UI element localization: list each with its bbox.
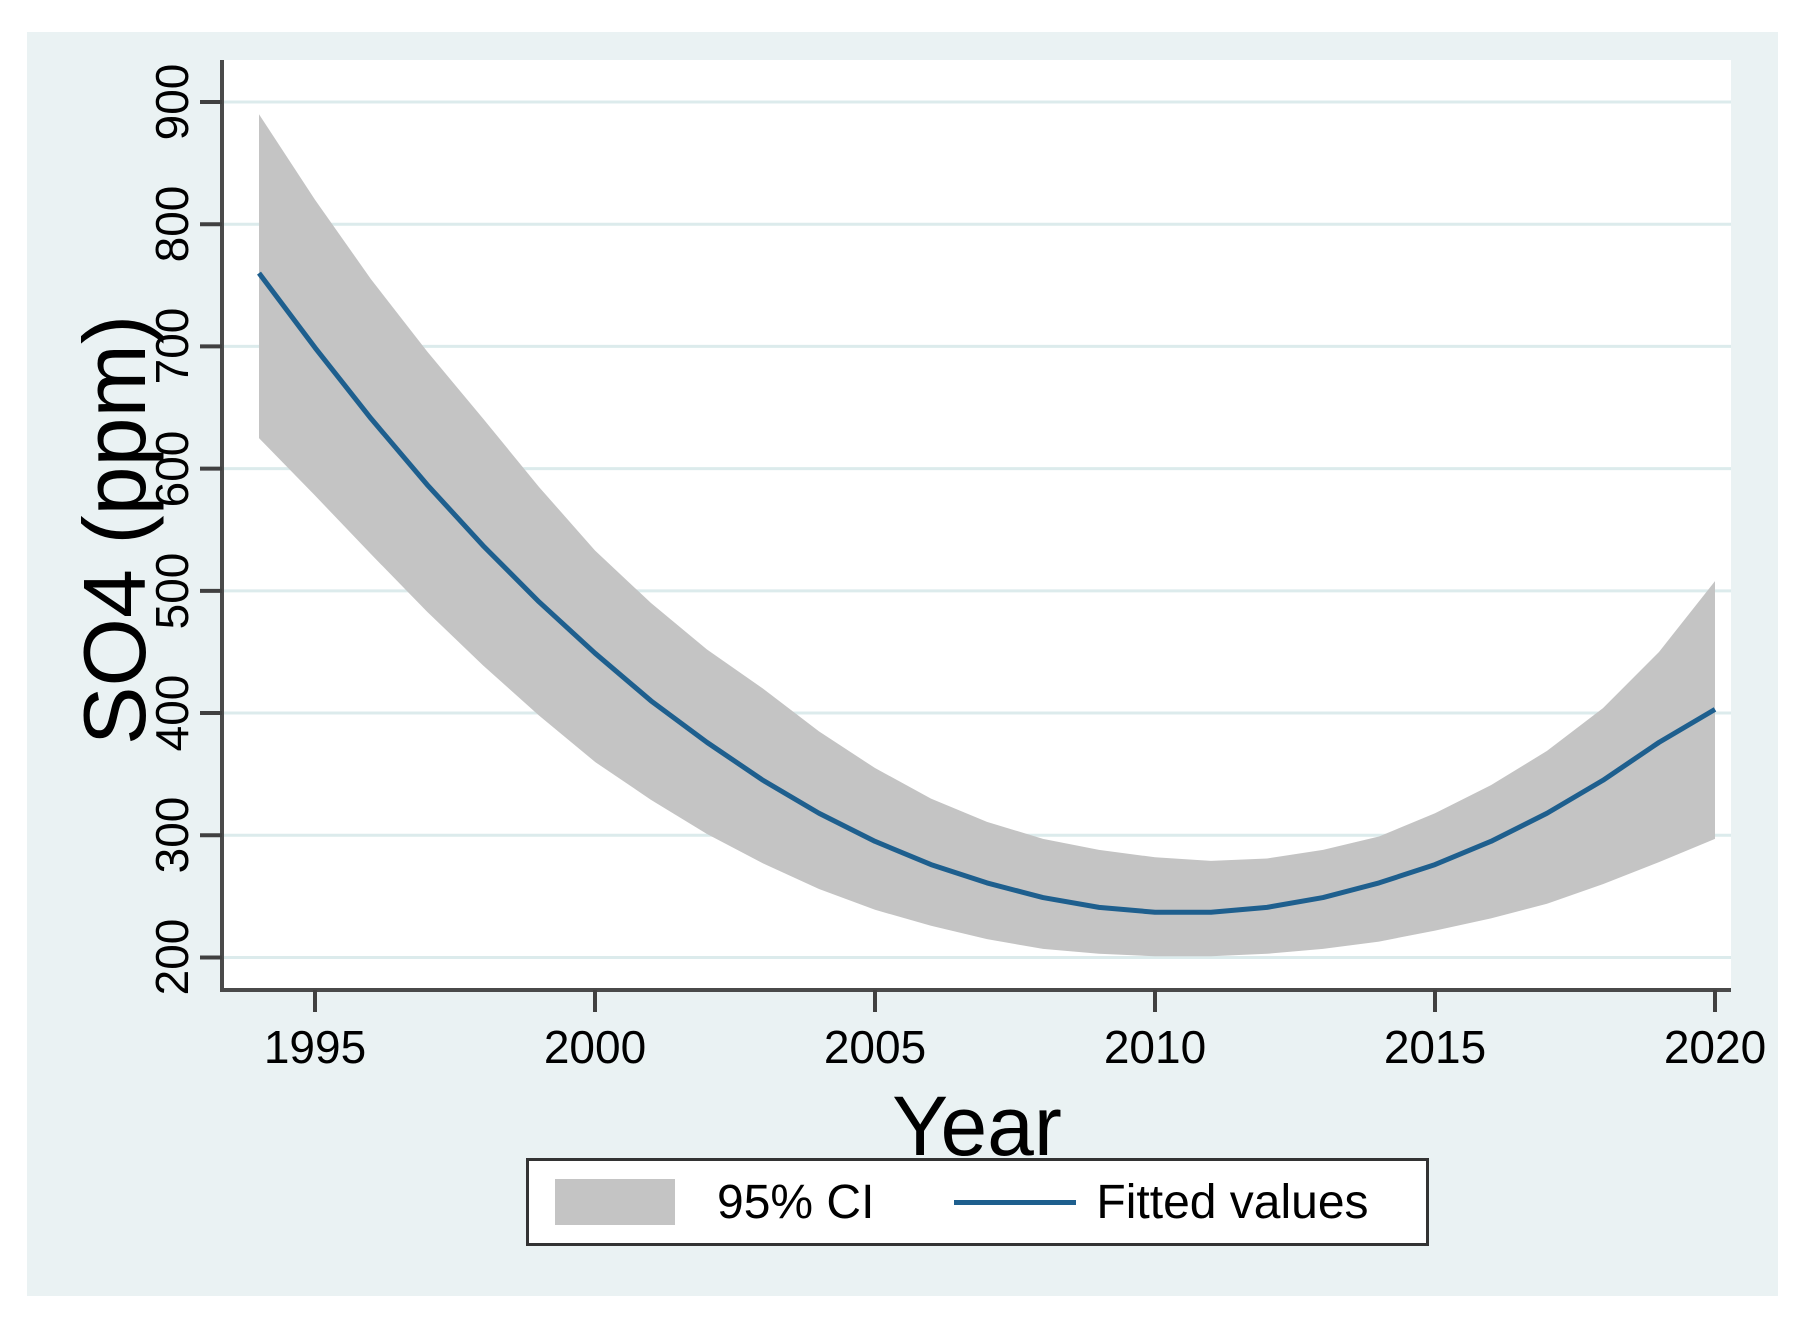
ci-band-swatch	[555, 1179, 675, 1225]
x-tick-label-2020: 2020	[1663, 1021, 1767, 1073]
x-tick-label-1995: 1995	[263, 1021, 367, 1073]
x-tick-label-2000: 2000	[543, 1021, 647, 1073]
y-axis-title: SO4 (ppm)	[65, 314, 164, 746]
x-tick-label-2010: 2010	[1103, 1021, 1207, 1073]
figure: 200 300 400 500 600 700 800 900 1995 2000 2005 201…	[27, 32, 1778, 1296]
x-tick-label-2015: 2015	[1383, 1021, 1487, 1073]
y-tick-label-800: 800	[146, 185, 198, 263]
chart-canvas	[200, 60, 1731, 1012]
legend: 95% CI Fitted values	[526, 1158, 1429, 1246]
ci-band	[259, 114, 1715, 957]
legend-label-fitted: Fitted values	[1096, 1175, 1369, 1229]
x-axis-title: Year	[892, 1079, 1062, 1173]
y-tick-label-200: 200	[146, 919, 198, 996]
x-tick-label-2005: 2005	[823, 1021, 927, 1073]
y-tick-label-900: 900	[146, 63, 198, 141]
legend-label-ci: 95% CI	[717, 1175, 875, 1229]
y-tick-label-300: 300	[146, 796, 198, 874]
fitted-line	[257, 271, 1717, 915]
fitted-line-swatch	[954, 1199, 1077, 1205]
